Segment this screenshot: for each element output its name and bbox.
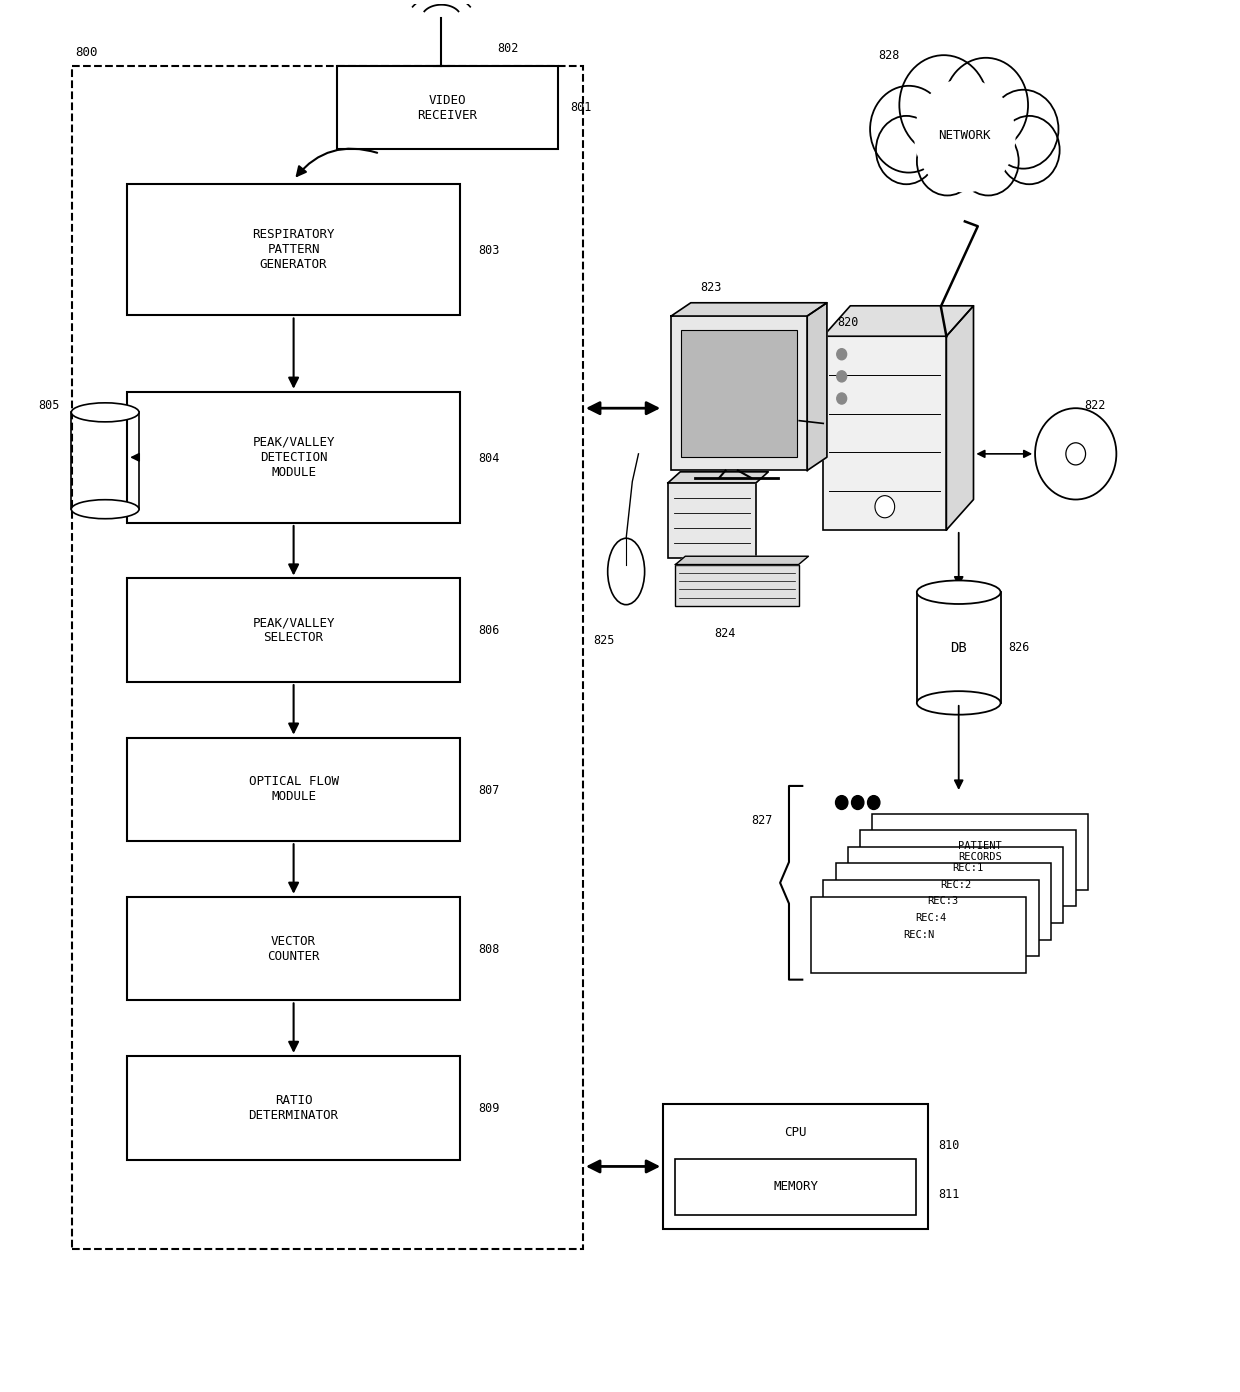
FancyBboxPatch shape <box>128 1055 460 1160</box>
FancyBboxPatch shape <box>811 896 1027 973</box>
Circle shape <box>868 796 880 810</box>
Text: 800: 800 <box>76 46 98 58</box>
FancyBboxPatch shape <box>836 863 1052 940</box>
FancyBboxPatch shape <box>128 738 460 841</box>
Text: 808: 808 <box>479 942 500 956</box>
FancyBboxPatch shape <box>663 1104 928 1229</box>
Polygon shape <box>823 306 973 337</box>
Text: 802: 802 <box>497 42 518 54</box>
Text: PATIENT
RECORDS: PATIENT RECORDS <box>959 841 1002 863</box>
Text: 824: 824 <box>714 628 735 640</box>
Text: OPTICAL FLOW
MODULE: OPTICAL FLOW MODULE <box>248 775 339 803</box>
Ellipse shape <box>71 402 139 422</box>
FancyBboxPatch shape <box>823 337 946 530</box>
Text: 801: 801 <box>570 102 593 114</box>
Circle shape <box>899 56 988 155</box>
Circle shape <box>870 86 947 173</box>
Text: REC:1: REC:1 <box>952 863 983 873</box>
Circle shape <box>988 89 1059 168</box>
Text: 806: 806 <box>479 625 500 638</box>
Text: 810: 810 <box>937 1139 960 1153</box>
Ellipse shape <box>71 500 139 519</box>
Text: PEAK/VALLEY
DETECTION
MODULE: PEAK/VALLEY DETECTION MODULE <box>253 436 335 479</box>
Text: 809: 809 <box>479 1102 500 1115</box>
Text: 803: 803 <box>479 244 500 258</box>
Text: REC:N: REC:N <box>903 930 934 940</box>
Text: 807: 807 <box>479 784 500 796</box>
Circle shape <box>944 58 1028 153</box>
Text: VECTOR
COUNTER: VECTOR COUNTER <box>268 934 320 962</box>
Text: CPU: CPU <box>784 1126 807 1139</box>
Text: 804: 804 <box>479 451 500 465</box>
Text: MEMORY: MEMORY <box>773 1180 818 1193</box>
Circle shape <box>837 349 847 359</box>
Ellipse shape <box>608 539 645 604</box>
Circle shape <box>852 796 864 810</box>
Circle shape <box>1066 443 1085 465</box>
Ellipse shape <box>916 692 1001 714</box>
Circle shape <box>837 393 847 404</box>
Text: 826: 826 <box>1008 642 1029 654</box>
Text: 805: 805 <box>38 400 60 412</box>
FancyBboxPatch shape <box>848 846 1064 923</box>
FancyBboxPatch shape <box>128 896 460 1001</box>
Text: REC:3: REC:3 <box>928 896 959 906</box>
Text: 820: 820 <box>837 316 858 329</box>
Polygon shape <box>807 303 827 470</box>
Text: 825: 825 <box>593 635 615 647</box>
Text: DB: DB <box>950 640 967 654</box>
FancyBboxPatch shape <box>681 330 797 457</box>
Circle shape <box>875 496 895 518</box>
Circle shape <box>837 370 847 381</box>
Text: VIDEO
RECEIVER: VIDEO RECEIVER <box>418 93 477 122</box>
Polygon shape <box>671 303 827 316</box>
Text: RATIO
DETERMINATOR: RATIO DETERMINATOR <box>248 1094 339 1122</box>
Text: RESPIRATORY
PATTERN
GENERATOR: RESPIRATORY PATTERN GENERATOR <box>253 228 335 271</box>
Text: 811: 811 <box>937 1187 960 1201</box>
Circle shape <box>915 79 1014 192</box>
Text: PEAK/VALLEY
SELECTOR: PEAK/VALLEY SELECTOR <box>253 617 335 644</box>
Circle shape <box>957 127 1019 195</box>
FancyBboxPatch shape <box>128 184 460 316</box>
Text: 827: 827 <box>751 814 773 827</box>
Text: 823: 823 <box>701 281 722 294</box>
FancyBboxPatch shape <box>873 813 1087 889</box>
Text: 822: 822 <box>1084 400 1106 412</box>
Circle shape <box>1035 408 1116 500</box>
Circle shape <box>998 116 1060 184</box>
Polygon shape <box>946 306 973 530</box>
FancyBboxPatch shape <box>128 579 460 682</box>
FancyBboxPatch shape <box>128 391 460 523</box>
Circle shape <box>916 127 977 195</box>
FancyBboxPatch shape <box>337 67 558 149</box>
Polygon shape <box>668 472 769 483</box>
FancyBboxPatch shape <box>823 880 1039 956</box>
FancyBboxPatch shape <box>676 1158 915 1215</box>
FancyBboxPatch shape <box>668 483 756 558</box>
FancyBboxPatch shape <box>861 830 1076 906</box>
Text: 828: 828 <box>879 49 900 61</box>
FancyBboxPatch shape <box>676 565 799 606</box>
Text: REC:2: REC:2 <box>940 880 971 889</box>
Text: NETWORK: NETWORK <box>939 129 991 142</box>
Ellipse shape <box>916 580 1001 604</box>
Circle shape <box>836 796 848 810</box>
Circle shape <box>875 116 936 184</box>
Polygon shape <box>676 557 808 565</box>
FancyBboxPatch shape <box>671 316 807 470</box>
Text: REC:4: REC:4 <box>915 913 946 923</box>
